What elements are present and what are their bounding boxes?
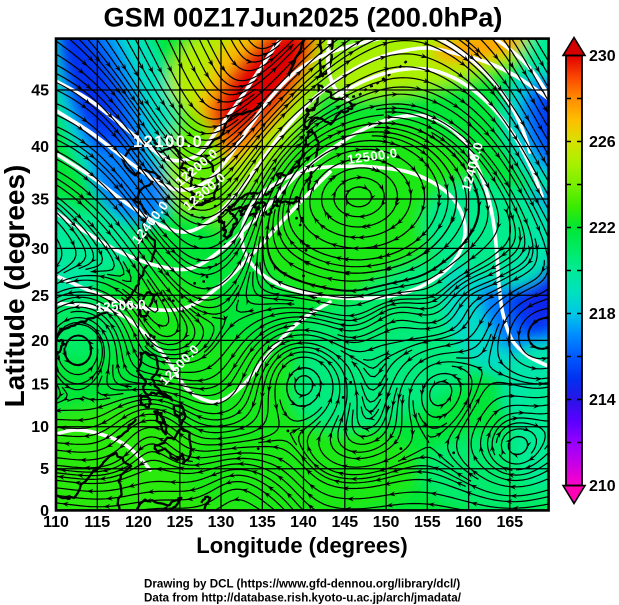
svg-text:226: 226 <box>589 134 616 151</box>
svg-text:230: 230 <box>589 48 616 65</box>
svg-text:Latitude (degrees): Latitude (degrees) <box>0 165 30 408</box>
svg-text:12100.0: 12100.0 <box>133 133 203 151</box>
svg-text:GSM 00Z17Jun2025 (200.0hPa): GSM 00Z17Jun2025 (200.0hPa) <box>104 2 503 33</box>
svg-text:45: 45 <box>31 83 49 100</box>
svg-text:Drawing by DCL (https://www.gf: Drawing by DCL (https://www.gfd-dennou.o… <box>144 578 460 591</box>
svg-text:30: 30 <box>31 241 49 258</box>
svg-text:130: 130 <box>208 514 235 531</box>
svg-text:0: 0 <box>40 503 49 520</box>
svg-text:150: 150 <box>373 514 400 531</box>
svg-text:210: 210 <box>589 478 616 495</box>
svg-text:10: 10 <box>31 419 49 436</box>
svg-text:140: 140 <box>290 514 317 531</box>
svg-text:214: 214 <box>589 392 616 409</box>
svg-text:110: 110 <box>43 514 69 531</box>
svg-text:25: 25 <box>31 288 49 305</box>
svg-text:155: 155 <box>414 514 441 531</box>
svg-text:160: 160 <box>455 514 482 531</box>
svg-text:Longitude (degrees): Longitude (degrees) <box>196 533 407 558</box>
svg-text:115: 115 <box>84 514 110 531</box>
svg-text:Data from http://database.rish: Data from http://database.rish.kyoto-u.a… <box>144 592 462 605</box>
svg-text:35: 35 <box>31 192 49 209</box>
svg-text:165: 165 <box>496 514 523 531</box>
svg-text:135: 135 <box>249 514 276 531</box>
svg-text:120: 120 <box>125 514 152 531</box>
svg-text:222: 222 <box>589 220 616 237</box>
svg-text:5: 5 <box>40 461 49 478</box>
svg-text:12500.0: 12500.0 <box>346 145 398 167</box>
svg-text:20: 20 <box>31 333 49 350</box>
svg-text:40: 40 <box>31 139 49 156</box>
svg-text:12500.0: 12500.0 <box>95 297 146 315</box>
svg-text:15: 15 <box>31 377 49 394</box>
svg-text:125: 125 <box>166 514 193 531</box>
svg-text:145: 145 <box>331 514 358 531</box>
svg-text:218: 218 <box>589 306 616 323</box>
